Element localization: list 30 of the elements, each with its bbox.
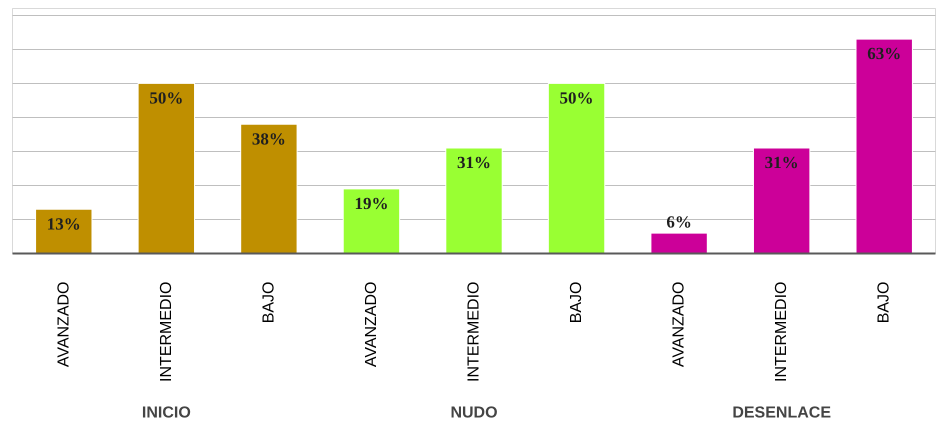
bar — [445, 148, 503, 254]
text: INICIO — [142, 404, 191, 422]
x-tick-label: AVANZADO — [55, 282, 72, 368]
data-label: 31% — [764, 153, 799, 172]
x-tick-label: INTERMEDIO — [158, 281, 175, 382]
data-label: 50% — [560, 88, 594, 108]
data-label: 50% — [149, 88, 184, 108]
x-tick-label: BAJO — [568, 281, 586, 324]
data-label: 63% — [867, 44, 902, 64]
x-tick-label: AVANZADO — [670, 282, 688, 368]
bar — [650, 232, 708, 254]
data-label: 19% — [354, 194, 388, 213]
x-tick-label: BAJO — [260, 281, 278, 324]
x-tick-label: BAJO — [876, 281, 893, 324]
bar — [240, 124, 298, 254]
x-tick-label: AVANZADO — [362, 282, 380, 368]
data-label: 13% — [46, 214, 81, 234]
data-label: 6% — [666, 212, 692, 232]
data-label: 31% — [457, 153, 491, 172]
text: DESENLACE — [732, 404, 832, 422]
bar — [752, 148, 810, 254]
bar — [138, 82, 196, 254]
x-tick-label: INTERMEDIO — [773, 281, 790, 382]
data-label: 38% — [252, 129, 286, 148]
bar — [35, 208, 92, 254]
x-tick-label: INTERMEDIO — [466, 281, 482, 382]
bar — [548, 82, 606, 254]
bar — [856, 38, 913, 254]
bar — [342, 188, 400, 254]
text: NUDO — [450, 404, 498, 422]
